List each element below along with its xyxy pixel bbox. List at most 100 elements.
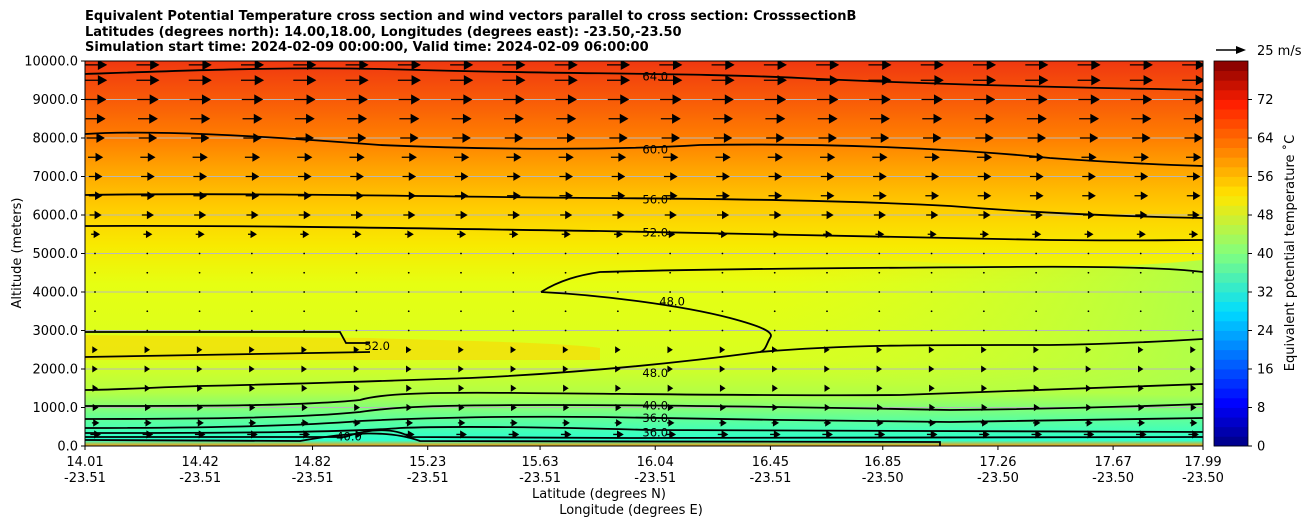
wind-vector [144, 403, 151, 412]
wind-vector [669, 329, 672, 332]
wind-vector [667, 346, 673, 354]
wind-vector [564, 329, 567, 332]
wind-vector [609, 133, 628, 143]
colorbar-band [1214, 166, 1248, 177]
y-tick-label: 2000.0 [33, 363, 79, 378]
wind-vector [146, 291, 149, 293]
wind-vector [189, 94, 211, 105]
wind-vector [407, 271, 410, 274]
wind-vector [506, 152, 522, 162]
wind-vector [1138, 384, 1144, 392]
wind-vector [926, 430, 938, 439]
wind-vector [347, 113, 368, 124]
wind-vector [454, 191, 469, 201]
wind-vector [140, 152, 156, 162]
wind-vector [559, 191, 574, 201]
colorbar-band [1214, 311, 1248, 322]
wind-vector [198, 310, 201, 313]
colorbar-tick-label: 24 [1257, 324, 1274, 339]
colorbar-band [1214, 330, 1248, 341]
wind-vector [94, 291, 96, 293]
colorbar-band [1214, 205, 1248, 216]
contour-line [85, 415, 1203, 429]
wind-vector [1087, 291, 1090, 293]
wind-vector [659, 61, 683, 70]
wind-vector [351, 430, 363, 439]
x-tick-label-longitude: -23.51 [179, 471, 221, 486]
y-tick-label: 1000.0 [33, 401, 79, 416]
wind-vector [454, 152, 470, 162]
wind-vector [303, 329, 306, 332]
wind-vector [250, 252, 253, 255]
wind-vector [564, 310, 567, 313]
wind-vector [559, 172, 574, 181]
wind-vector [719, 419, 727, 427]
wind-vector [607, 61, 631, 70]
wind-vector [1136, 230, 1146, 239]
wind-vector [826, 252, 828, 255]
quiver-key: 25 m/s [1216, 44, 1302, 59]
wind-vector [767, 152, 783, 162]
wind-vector [980, 419, 989, 427]
wind-vector [561, 230, 571, 239]
wind-vector [869, 94, 891, 105]
contour-line [85, 291, 772, 391]
wind-vector [1187, 210, 1200, 220]
wind-vector [246, 210, 259, 220]
wind-vector [1035, 291, 1038, 293]
x-tick-label-longitude: -23.51 [749, 471, 791, 486]
colorbar-tick-label: 40 [1257, 247, 1274, 262]
wind-vector [294, 113, 315, 124]
wind-vector [615, 403, 622, 412]
wind-vector [406, 403, 413, 412]
wind-vector [718, 230, 728, 239]
x-tick-label-longitude: -23.50 [1182, 471, 1224, 486]
colorbar-band [1214, 224, 1248, 235]
wind-vector [773, 271, 776, 274]
wind-vector [928, 365, 935, 373]
wind-vector [1129, 75, 1153, 86]
wind-vector [460, 291, 462, 293]
wind-vector [667, 384, 674, 392]
wind-vector [930, 329, 933, 332]
wind-vector [350, 172, 364, 181]
wind-vector [664, 210, 677, 220]
y-axis-label: Altitude (meters) [10, 198, 25, 309]
x-tick-label-longitude: -23.51 [519, 471, 561, 486]
wind-vector [297, 172, 312, 181]
colorbar-band [1214, 89, 1248, 100]
wind-vector [404, 230, 414, 239]
contour-label: 48.0 [642, 366, 668, 380]
wind-vector [616, 271, 619, 274]
wind-vector [512, 291, 515, 293]
wind-vector [137, 113, 158, 124]
wind-vector [665, 430, 677, 439]
contour-line [85, 67, 1203, 91]
wind-vector [293, 61, 317, 70]
wind-vectors [85, 61, 1203, 439]
wind-vector [823, 230, 833, 239]
wind-vector [824, 346, 830, 354]
colorbar-label: Equivalent potential temperature ˚C [1282, 135, 1298, 371]
wind-vector [1139, 271, 1142, 274]
wind-vector [241, 61, 265, 70]
wind-vector [196, 346, 203, 354]
wind-vector [928, 346, 935, 354]
wind-vector [1079, 133, 1099, 143]
wind-vector [94, 329, 96, 332]
wind-vector [772, 384, 778, 392]
quiver-key-arrow-head [1236, 46, 1246, 54]
wind-vector [1192, 271, 1194, 274]
wind-vector [873, 210, 886, 220]
wind-vector [976, 152, 993, 162]
wind-vector [353, 365, 360, 373]
contour-line [85, 193, 1203, 219]
y-tick-label: 9000.0 [33, 93, 79, 108]
wind-vector [243, 133, 262, 143]
wind-vector [820, 191, 835, 201]
contour-label: 60.0 [642, 143, 668, 157]
wind-vector [141, 172, 155, 181]
wind-vector [817, 113, 838, 124]
contour-line [85, 432, 941, 446]
wind-vector [198, 329, 201, 332]
